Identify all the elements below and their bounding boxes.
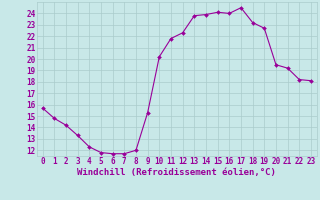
X-axis label: Windchill (Refroidissement éolien,°C): Windchill (Refroidissement éolien,°C) <box>77 168 276 177</box>
